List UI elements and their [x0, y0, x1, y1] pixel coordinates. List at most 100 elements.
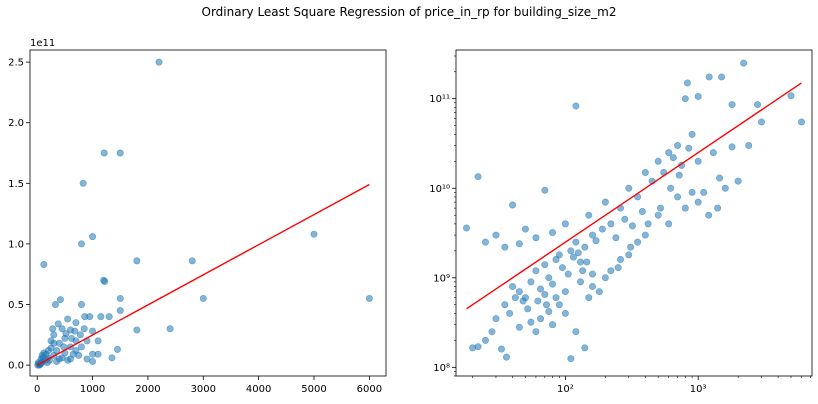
- data-point: [469, 344, 477, 352]
- data-point: [40, 261, 48, 269]
- data-point: [644, 220, 652, 228]
- data-point: [50, 331, 58, 339]
- data-point: [588, 231, 596, 239]
- data-point: [572, 328, 580, 336]
- data-point: [638, 208, 646, 216]
- data-point: [519, 297, 527, 305]
- data-point: [64, 356, 72, 364]
- data-point: [534, 297, 542, 305]
- data-point: [515, 323, 523, 331]
- data-point: [537, 315, 545, 323]
- data-point: [601, 274, 609, 282]
- data-point: [797, 118, 805, 126]
- data-point: [654, 211, 662, 219]
- data-point: [716, 174, 724, 182]
- panel-2: 10² 10³ 10⁸ 10⁹ 10¹⁰ 10¹¹: [429, 49, 813, 395]
- data-point: [199, 294, 207, 302]
- data-point: [552, 294, 560, 302]
- data-point: [50, 339, 58, 347]
- data-point: [463, 224, 471, 232]
- data-point: [506, 309, 514, 317]
- data-point: [588, 270, 596, 278]
- data-point: [667, 184, 675, 192]
- data-point: [564, 270, 572, 278]
- data-point: [665, 220, 673, 228]
- x-tick-label: 6000: [357, 384, 382, 395]
- x-tick-label: 10³: [690, 384, 707, 395]
- data-point: [583, 258, 591, 266]
- data-point: [53, 357, 61, 365]
- figure-suptitle: Ordinary Least Square Regression of pric…: [202, 5, 617, 19]
- data-point: [607, 267, 615, 275]
- data-point: [627, 243, 635, 251]
- data-point: [76, 331, 84, 339]
- data-point: [585, 294, 593, 302]
- data-point: [527, 318, 535, 326]
- data-point: [621, 215, 629, 223]
- data-point: [625, 251, 633, 259]
- data-point: [62, 330, 70, 338]
- data-point: [552, 256, 560, 264]
- data-point: [545, 308, 553, 316]
- data-point: [532, 328, 540, 336]
- data-point: [113, 345, 121, 353]
- x-tick-label: 5000: [301, 384, 326, 395]
- data-point: [694, 157, 702, 165]
- data-point: [68, 334, 76, 342]
- data-point: [515, 288, 523, 296]
- data-point: [625, 184, 633, 192]
- y-tick-label: 10⁸: [433, 363, 450, 374]
- data-point: [310, 230, 318, 238]
- data-point: [56, 296, 64, 304]
- data-point: [509, 282, 517, 290]
- y-tick-label: 0.5: [8, 300, 24, 311]
- data-point: [77, 343, 85, 351]
- data-point: [166, 325, 174, 333]
- data-point: [700, 188, 708, 196]
- data-point: [64, 315, 72, 323]
- data-point: [97, 313, 105, 321]
- data-point: [101, 277, 109, 285]
- data-point: [654, 157, 662, 165]
- x-tick-label: 1000: [80, 384, 105, 395]
- data-point: [574, 249, 582, 257]
- data-point: [188, 257, 196, 265]
- data-point: [481, 336, 489, 344]
- data-point: [558, 264, 566, 272]
- scatter-points: [34, 58, 373, 369]
- data-point: [501, 301, 509, 309]
- data-point: [705, 73, 713, 81]
- x-tick-label: 0: [34, 384, 40, 395]
- data-point: [58, 325, 66, 333]
- data-point: [595, 288, 603, 296]
- data-point: [542, 301, 550, 309]
- data-point: [474, 173, 482, 181]
- data-point: [94, 337, 102, 345]
- data-point: [614, 264, 622, 272]
- data-point: [515, 240, 523, 248]
- data-point: [585, 211, 593, 219]
- data-point: [509, 201, 517, 209]
- data-point: [598, 225, 606, 233]
- data-point: [541, 186, 549, 194]
- data-point: [116, 294, 124, 302]
- data-point: [745, 142, 753, 150]
- data-point: [532, 267, 540, 275]
- data-point: [579, 267, 587, 275]
- data-point: [674, 193, 682, 201]
- data-point: [688, 188, 696, 196]
- data-point: [51, 300, 59, 308]
- data-point: [77, 240, 85, 248]
- data-point: [77, 300, 85, 308]
- data-point: [628, 222, 636, 230]
- data-point: [787, 92, 795, 100]
- data-point: [133, 257, 141, 265]
- y-tick-label: 10¹¹: [429, 94, 450, 105]
- data-point: [501, 243, 509, 251]
- data-point: [734, 177, 742, 185]
- data-point: [641, 231, 649, 239]
- data-point: [572, 102, 580, 110]
- x-tick-label: 3000: [191, 384, 216, 395]
- data-point: [683, 79, 691, 87]
